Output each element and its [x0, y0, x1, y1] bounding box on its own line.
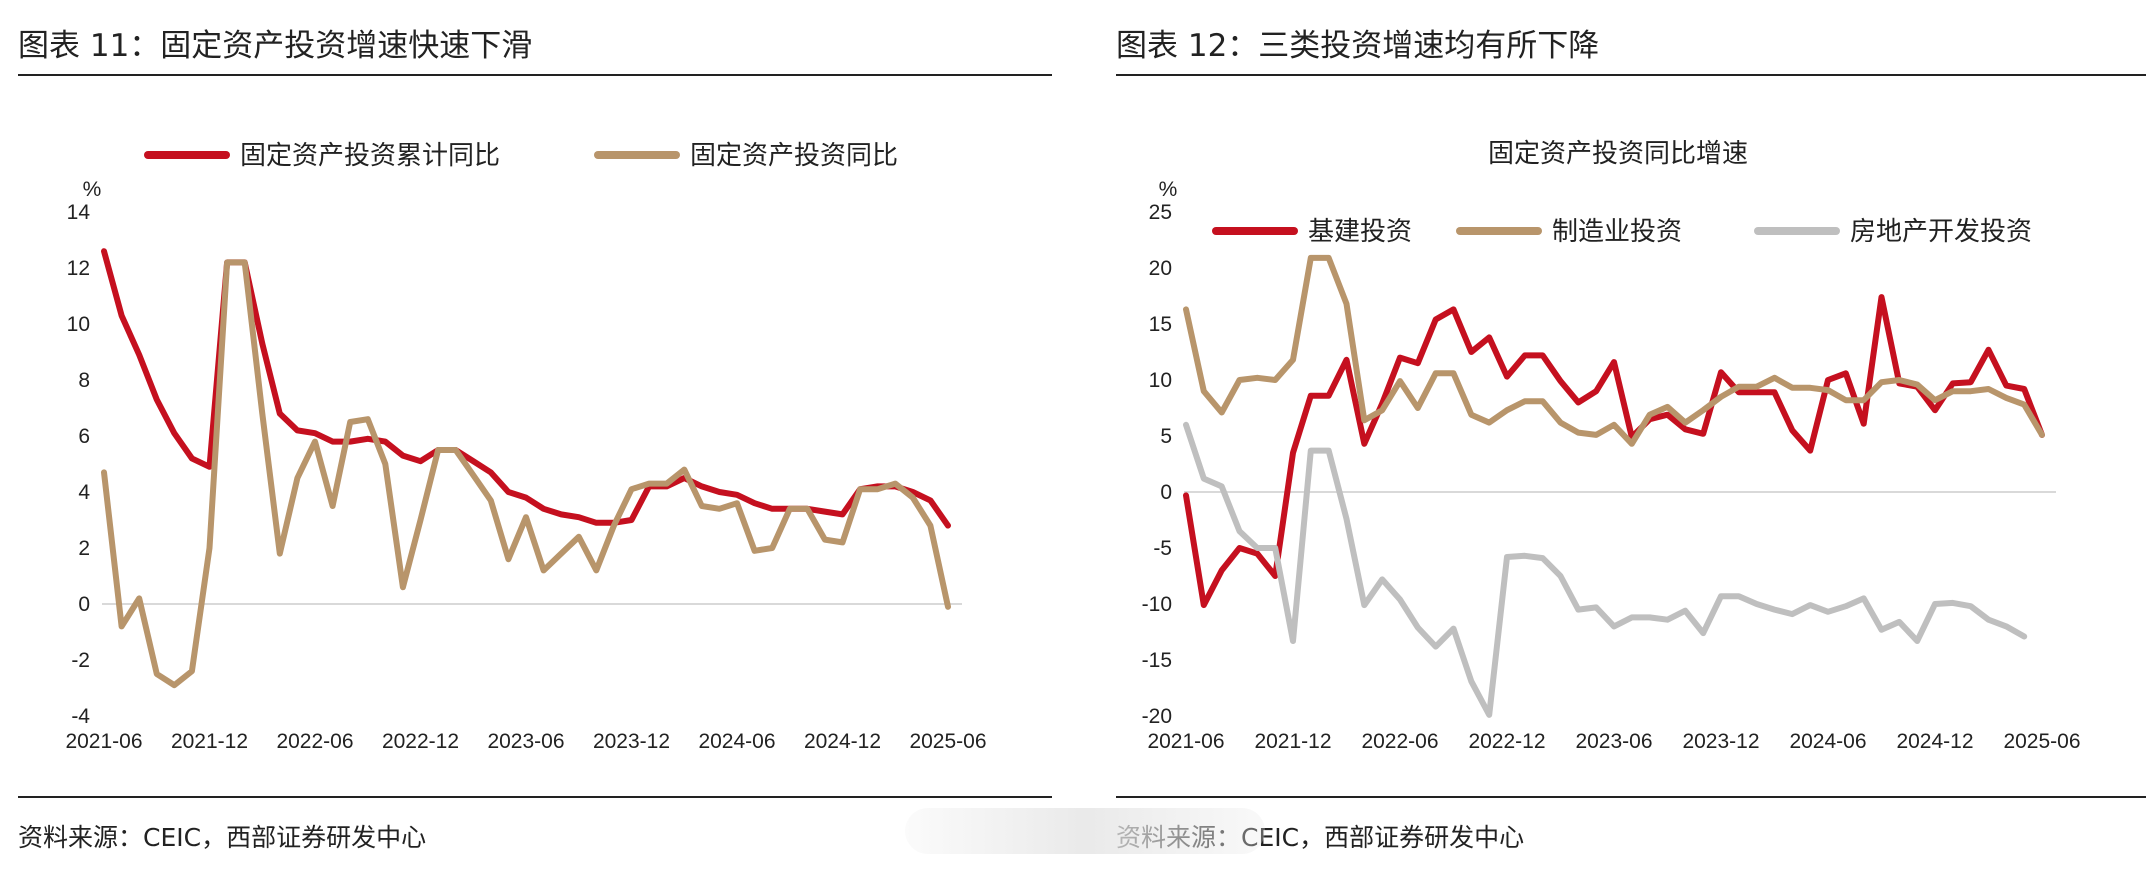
y-tick-label: 0 — [78, 593, 90, 616]
legend-label: 固定资产投资累计同比 — [240, 141, 500, 171]
series-line-2 — [1183, 254, 2045, 447]
left-line-chart: % -4 -2 0 2 4 6 8 10 12 14 2021-06 2021-12 2022-06 202… — [65, 141, 986, 753]
y-tick-label: -20 — [1142, 705, 1172, 728]
series-line-1 — [1183, 294, 2045, 609]
legend-label: 制造业投资 — [1552, 217, 1682, 247]
y-tick-label: 6 — [78, 425, 90, 448]
y-tick-label: -5 — [1153, 537, 1172, 560]
y-tick-label: 25 — [1149, 201, 1172, 224]
y-tick-label: 0 — [1160, 481, 1172, 504]
x-tick-label: 2025-06 — [2003, 730, 2080, 753]
x-tick-label: 2024-12 — [804, 730, 881, 753]
chart-title: 固定资产投资同比增速 — [1488, 139, 1748, 169]
source-note: 资料来源：CEIC，西部证券研发中心 — [18, 823, 427, 852]
title-rule — [18, 74, 1052, 76]
x-tick-label: 2022-12 — [1468, 730, 1545, 753]
source-rule — [18, 796, 1052, 798]
x-tick-label: 2022-06 — [1361, 730, 1438, 753]
y-tick-label: 15 — [1149, 313, 1172, 336]
x-tick-label: 2023-06 — [487, 730, 564, 753]
y-tick-label: -15 — [1142, 649, 1172, 672]
x-tick-label: 2024-12 — [1896, 730, 1973, 753]
y-tick-label: 4 — [78, 481, 90, 504]
x-tick-label: 2021-12 — [1254, 730, 1331, 753]
watermark-overlay — [905, 808, 1265, 854]
y-axis-unit: % — [83, 178, 102, 201]
left-figure-panel: 图表 11：固定资产投资增速快速下滑 % -4 -2 0 2 4 6 8 10 12 14 2021-… — [0, 0, 1060, 876]
y-tick-label: 2 — [78, 537, 90, 560]
figure-title: 图表 12：三类投资增速均有所下降 — [1116, 28, 1600, 64]
right-figure-panel: 图表 12：三类投资增速均有所下降 固定资产投资同比增速% -20 -15 -10 -5… — [1098, 0, 2156, 876]
y-tick-label: 10 — [1149, 369, 1172, 392]
series-line-1 — [101, 248, 951, 529]
y-tick-label: -10 — [1142, 593, 1172, 616]
y-tick-label: 14 — [67, 201, 91, 224]
y-axis-unit: % — [1159, 178, 1178, 201]
x-tick-label: 2023-12 — [1682, 730, 1759, 753]
figure-title: 图表 11：固定资产投资增速快速下滑 — [18, 28, 533, 64]
series-line-2 — [101, 259, 951, 689]
x-tick-label: 2022-12 — [382, 730, 459, 753]
legend-label: 房地产开发投资 — [1850, 217, 2032, 247]
source-rule — [1116, 796, 2146, 798]
x-tick-label: 2021-06 — [1147, 730, 1224, 753]
legend-label: 基建投资 — [1308, 217, 1412, 247]
x-tick-label: 2023-12 — [593, 730, 670, 753]
right-line-chart: 固定资产投资同比增速% -20 -15 -10 -5 0 5 10 15 20 25 2021-06 2… — [1142, 139, 2081, 753]
y-tick-label: 8 — [78, 369, 90, 392]
x-tick-label: 2024-06 — [698, 730, 775, 753]
x-tick-label: 2023-06 — [1575, 730, 1652, 753]
y-tick-label: -2 — [71, 649, 90, 672]
x-tick-label: 2022-06 — [276, 730, 353, 753]
y-tick-label: 12 — [67, 257, 90, 280]
x-tick-label: 2025-06 — [909, 730, 986, 753]
y-tick-label: 20 — [1149, 257, 1172, 280]
x-tick-label: 2024-06 — [1789, 730, 1866, 753]
x-tick-label: 2021-06 — [65, 730, 142, 753]
y-tick-label: 10 — [67, 313, 90, 336]
series-line-3 — [1183, 421, 2028, 718]
title-rule — [1116, 74, 2146, 76]
legend-label: 固定资产投资同比 — [690, 141, 898, 171]
x-tick-label: 2021-12 — [171, 730, 248, 753]
y-tick-label: -4 — [71, 705, 90, 728]
y-tick-label: 5 — [1160, 425, 1172, 448]
